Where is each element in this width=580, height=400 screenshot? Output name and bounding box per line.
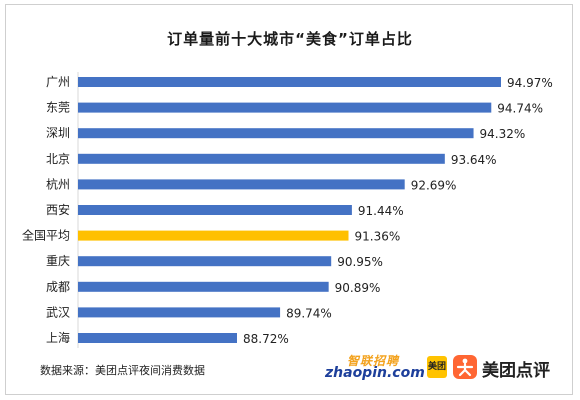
category-label: 北京 [46,152,70,166]
category-label: 武汉 [46,305,70,319]
dianping-icon [453,355,477,379]
bar [78,179,405,190]
category-label: 上海 [46,330,70,345]
bar [78,153,445,164]
zhaopin-logo-cn: 智联招聘 [347,354,400,368]
bar [78,307,281,318]
chart-title: 订单量前十大城市“美食”订单占比 [167,30,413,48]
data-source-note: 数据来源：美团点评夜间消费数据 [40,364,205,377]
value-label: 93.64% [451,153,497,167]
value-label: 94.32% [480,127,526,141]
value-label: 92.69% [411,178,457,192]
value-label: 91.36% [355,230,401,244]
value-label: 88.72% [243,332,289,346]
bar [78,281,329,292]
bar [78,256,332,267]
bar [78,333,237,343]
zhaopin-logo-en: zhaopin.com [325,365,425,381]
bar [78,128,474,139]
category-label: 广州 [46,75,70,89]
zhaopin-logo: 智联招聘 zhaopin.com [325,352,425,384]
category-label: 成都 [46,280,70,294]
value-label: 90.89% [335,281,381,295]
value-label: 94.97% [507,76,553,90]
bar-highlight [78,230,349,241]
chart-frame [5,4,573,395]
bar [78,77,501,87]
dianping-logo-text: 美团点评 [482,361,550,381]
category-label: 深圳 [46,126,70,140]
category-label: 全国平均 [22,228,70,243]
value-label: 91.44% [358,204,404,218]
bar [78,205,352,215]
category-label: 西安 [46,202,70,217]
value-label: 89.74% [286,306,332,320]
value-label: 94.74% [497,102,543,116]
category-label: 东莞 [46,101,70,115]
bar [78,102,492,113]
category-label: 杭州 [46,176,70,191]
value-label: 90.95% [337,255,383,269]
category-label: 重庆 [46,254,70,268]
meituan-logo: 美团 [427,356,447,378]
